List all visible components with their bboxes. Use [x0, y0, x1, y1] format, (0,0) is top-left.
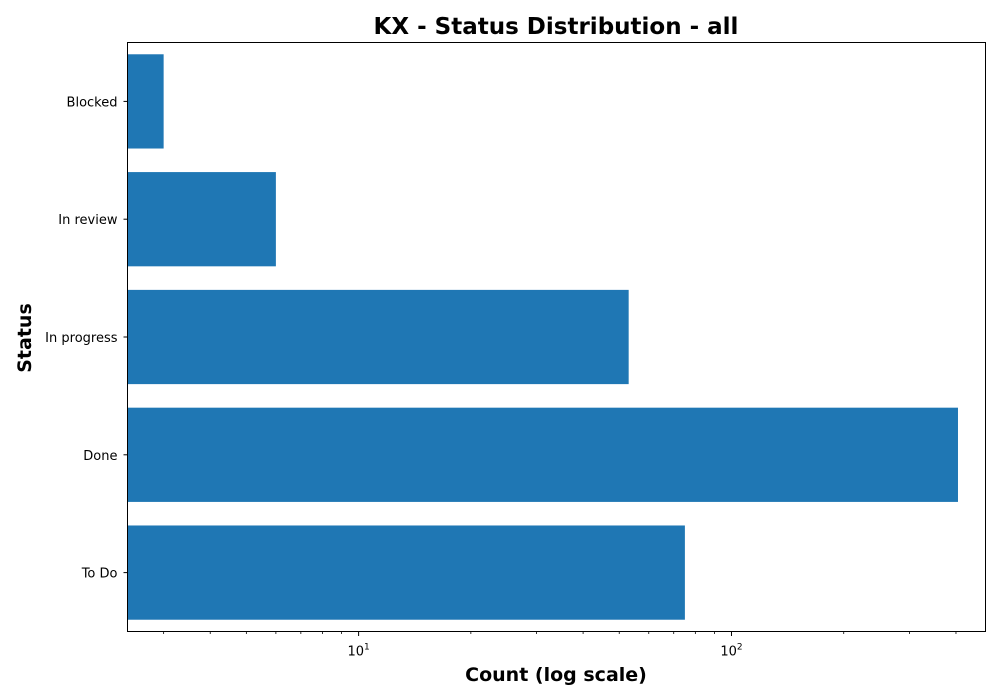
bar-blocked: [127, 54, 164, 149]
y-tick-label-done: Done: [83, 449, 117, 464]
bar-in-progress: [127, 289, 629, 385]
x-tick-label-100: 102: [720, 643, 742, 660]
y-tick-label-in-progress: In progress: [45, 331, 118, 346]
bar-done: [127, 407, 958, 502]
bars-layer: [127, 54, 958, 620]
bar-to-do: [127, 525, 685, 620]
y-tick-label-to-do: To Do: [81, 567, 118, 582]
ticks-layer: To Do Done In progress In review Blocked 101 1…: [45, 95, 957, 660]
chart-title: KX - Status Distribution - all: [374, 14, 739, 40]
bar-in-review: [127, 172, 276, 267]
y-tick-label-in-review: In review: [58, 213, 118, 228]
y-axis-label: Status: [14, 303, 36, 373]
x-axis-label: Count (log scale): [465, 664, 647, 686]
x-tick-label-10: 101: [347, 643, 369, 660]
y-tick-label-blocked: Blocked: [67, 95, 118, 110]
